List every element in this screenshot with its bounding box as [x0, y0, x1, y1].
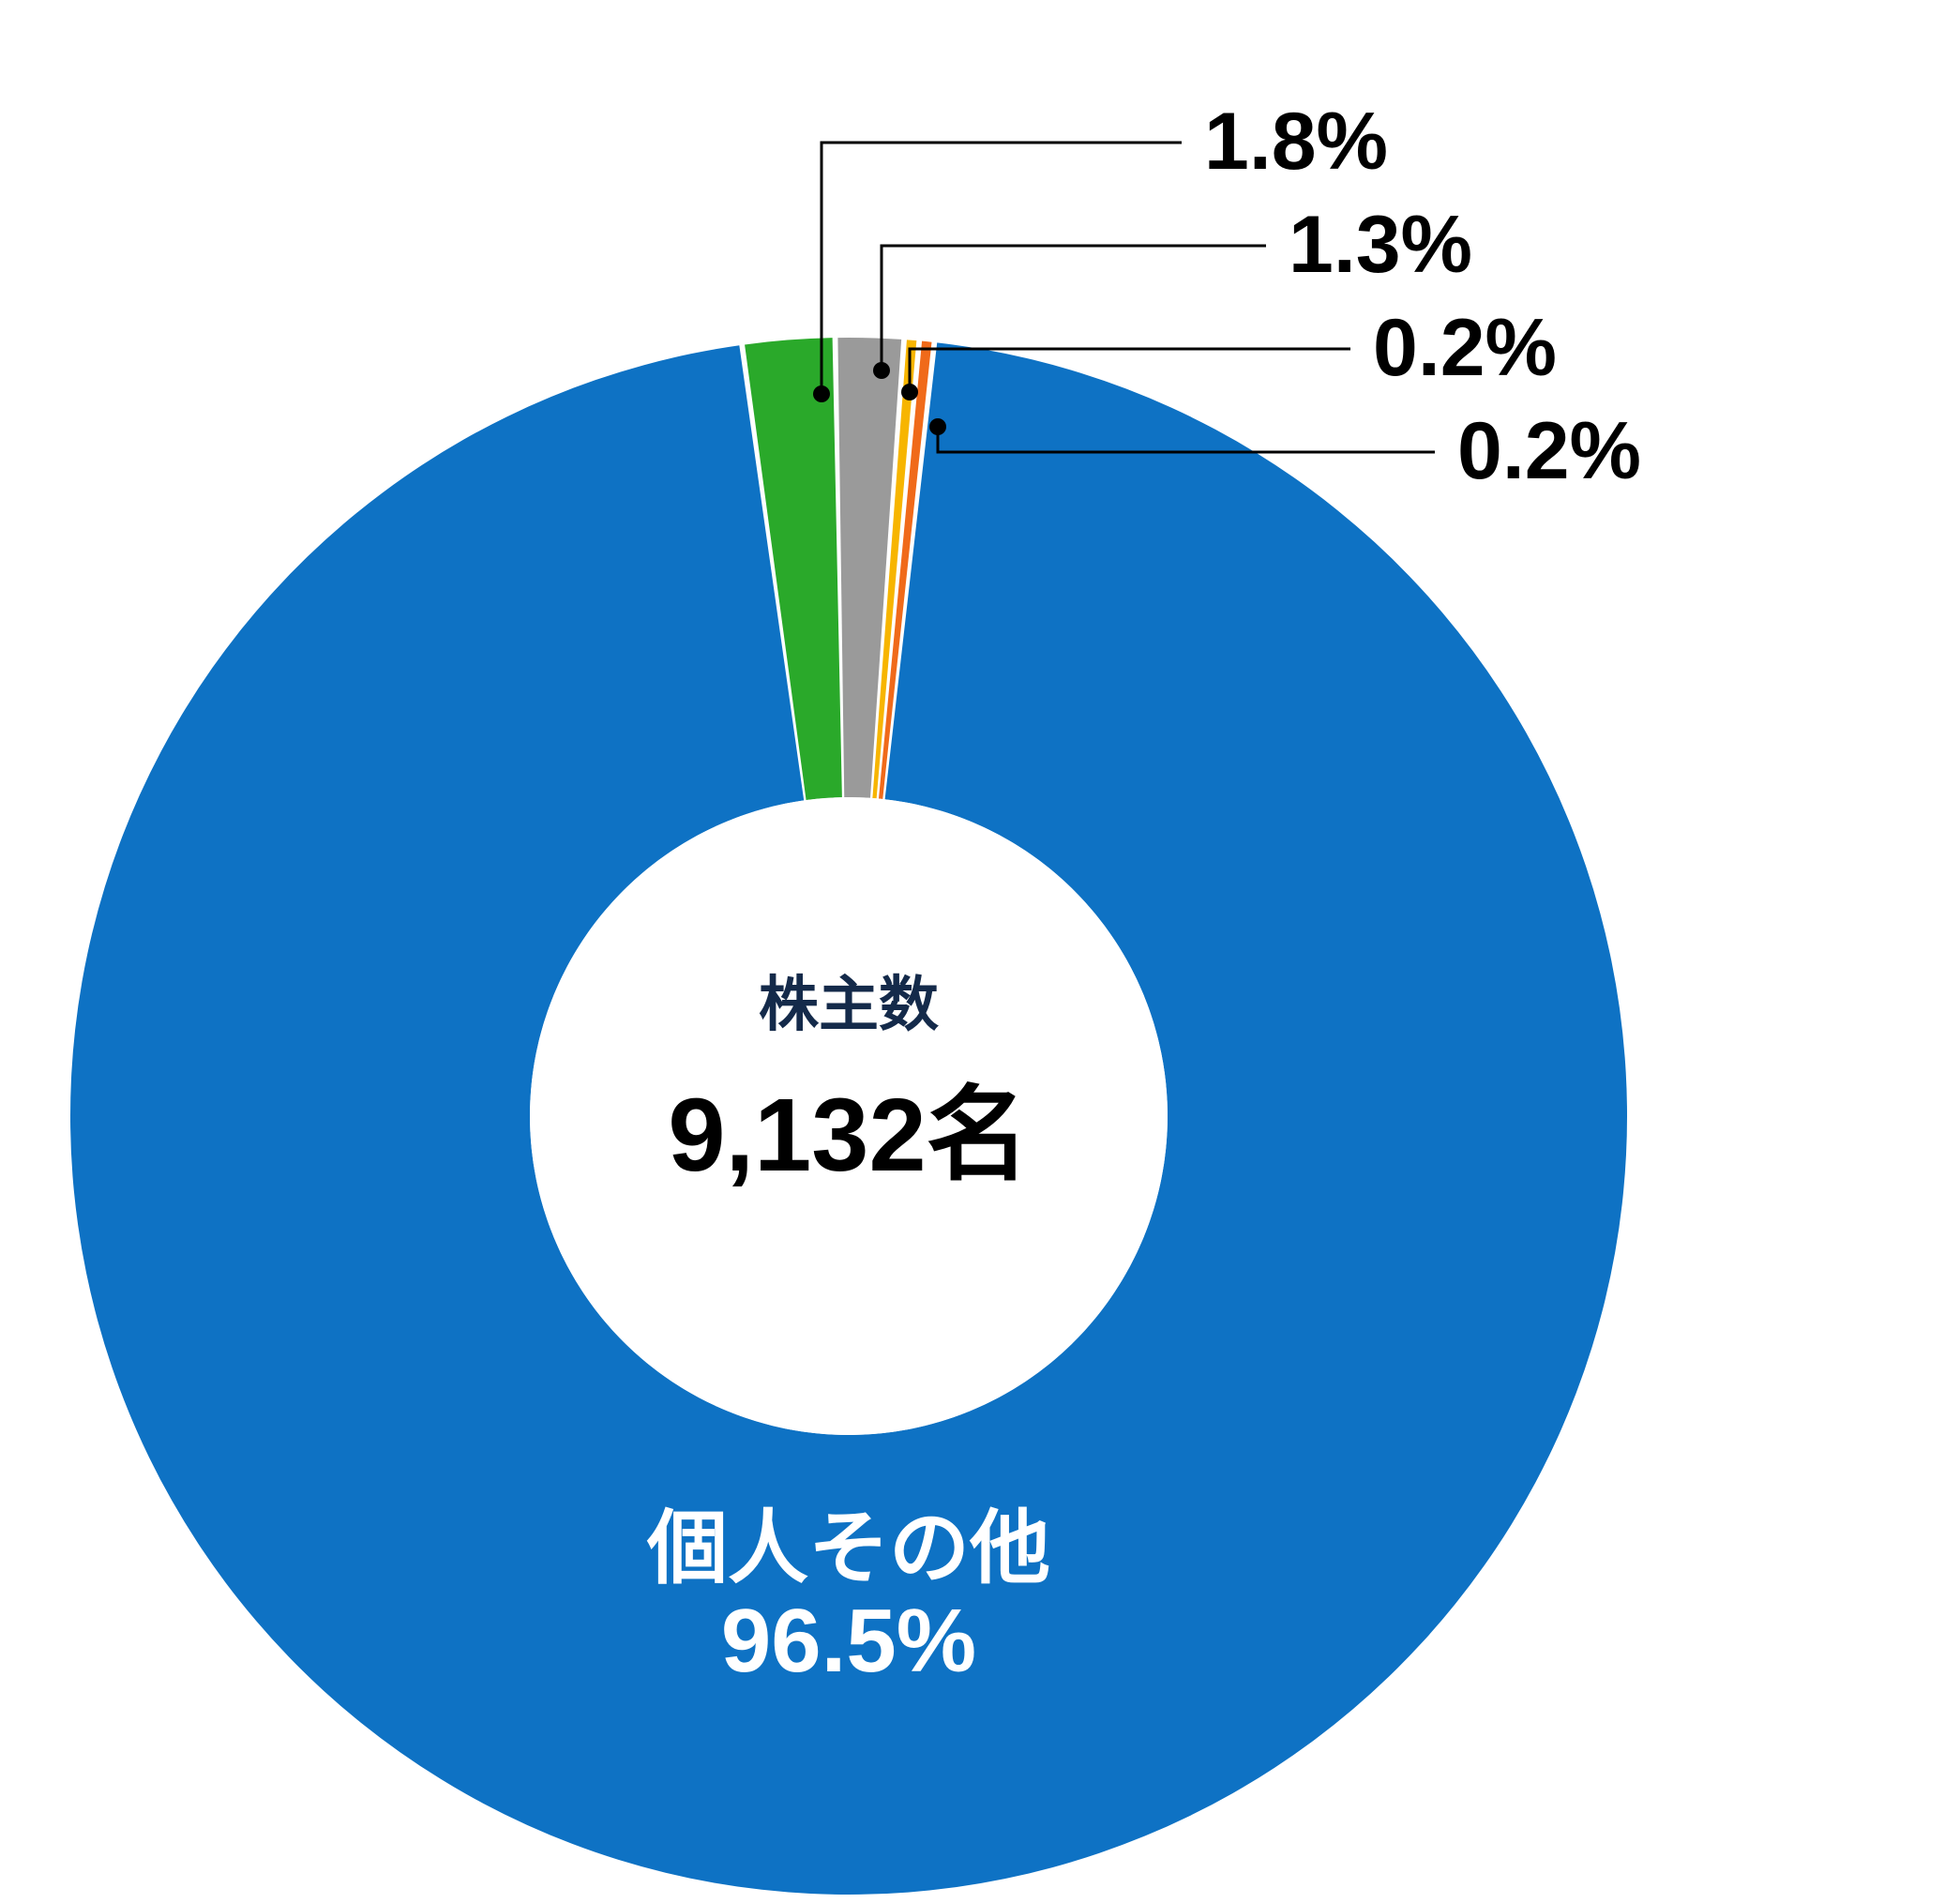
callout-label-1: 1.3%: [1266, 197, 1495, 295]
callout-label-0: 1.8%: [1182, 94, 1410, 191]
donut-chart: 株主数 9,132名 個人その他 96.5% 1.8% 1.3% 0.2% 0.…: [0, 0, 1960, 1903]
main-slice-pct: 96.5%: [474, 1590, 1224, 1693]
center-title: 株主数: [661, 957, 1036, 1043]
callout-dot-2: [901, 384, 918, 400]
main-slice-name: 個人その他: [474, 1482, 1224, 1599]
callout-dot-0: [813, 385, 830, 402]
callout-label-3: 0.2%: [1435, 403, 1664, 501]
center-value: 9,132名: [520, 1050, 1177, 1201]
callout-label-2: 0.2%: [1350, 300, 1579, 398]
callout-dot-3: [929, 418, 946, 435]
callout-dot-1: [873, 362, 890, 379]
